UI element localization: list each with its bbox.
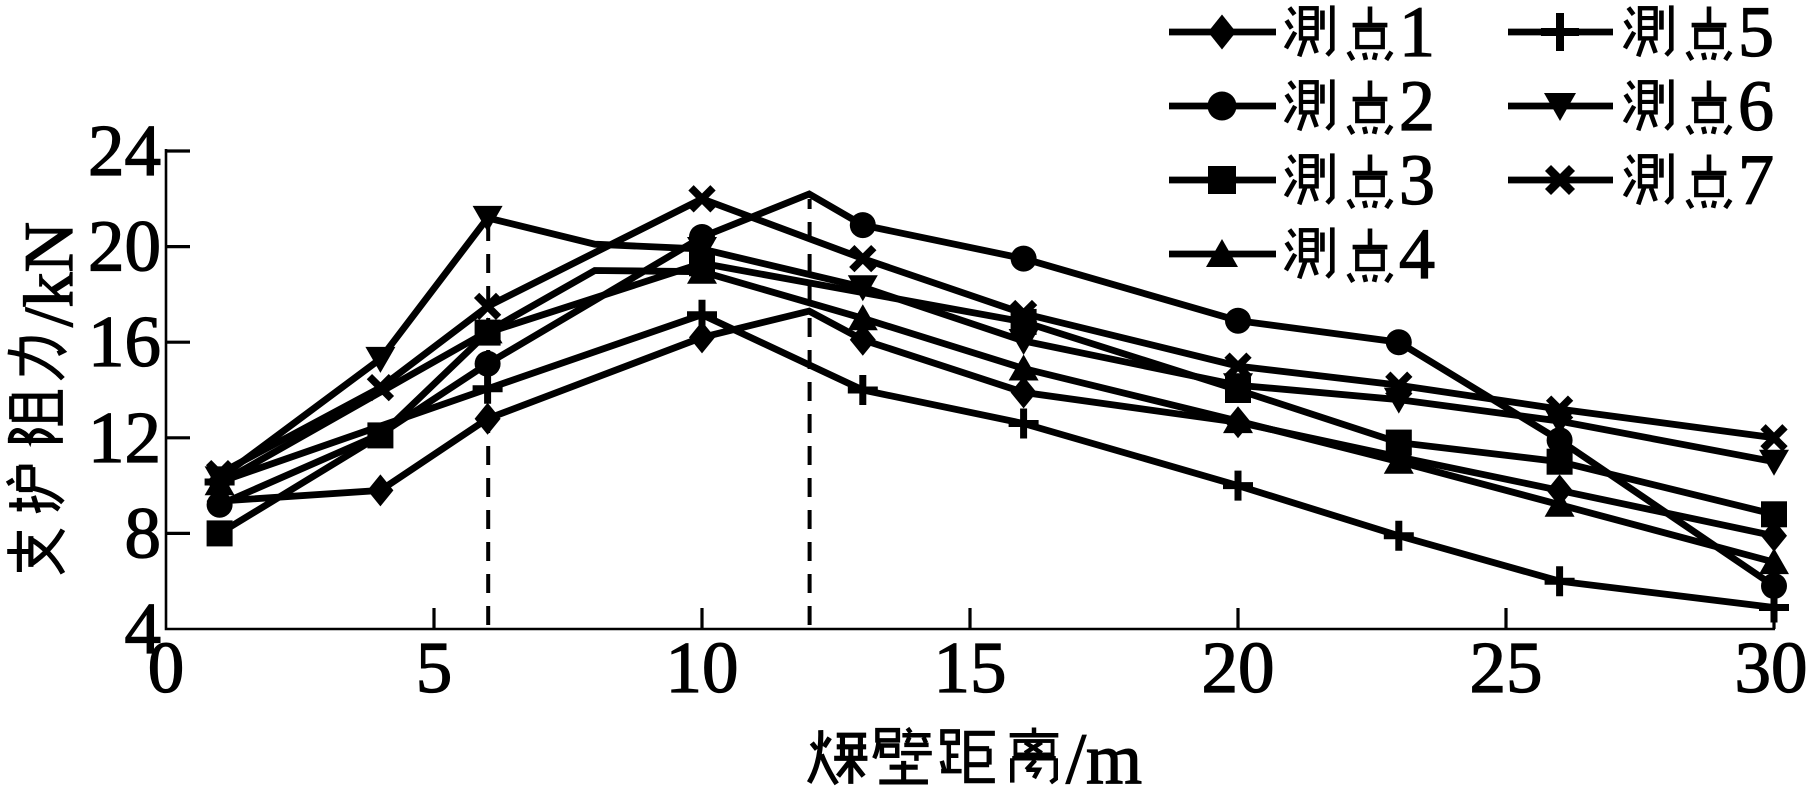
svg-text:16: 16 xyxy=(88,301,161,382)
svg-text:0: 0 xyxy=(148,627,185,708)
svg-text:12: 12 xyxy=(88,397,161,478)
svg-text:15: 15 xyxy=(934,627,1007,708)
svg-text:24: 24 xyxy=(88,110,161,191)
svg-text:20: 20 xyxy=(88,206,161,287)
svg-text:30: 30 xyxy=(1735,627,1806,708)
svg-text:2: 2 xyxy=(1399,66,1435,146)
svg-text:4: 4 xyxy=(1399,214,1435,294)
svg-text:/m: /m xyxy=(1066,719,1142,799)
svg-text:5: 5 xyxy=(416,627,453,708)
svg-text:8: 8 xyxy=(125,492,162,573)
svg-text:20: 20 xyxy=(1202,627,1275,708)
svg-text:/kN: /kN xyxy=(11,222,88,327)
svg-text:6: 6 xyxy=(1738,66,1774,146)
svg-text:3: 3 xyxy=(1399,140,1435,220)
svg-text:7: 7 xyxy=(1738,140,1774,220)
svg-text:1: 1 xyxy=(1399,0,1435,72)
svg-text:10: 10 xyxy=(666,627,739,708)
svg-text:5: 5 xyxy=(1738,0,1774,72)
svg-text:25: 25 xyxy=(1470,627,1543,708)
